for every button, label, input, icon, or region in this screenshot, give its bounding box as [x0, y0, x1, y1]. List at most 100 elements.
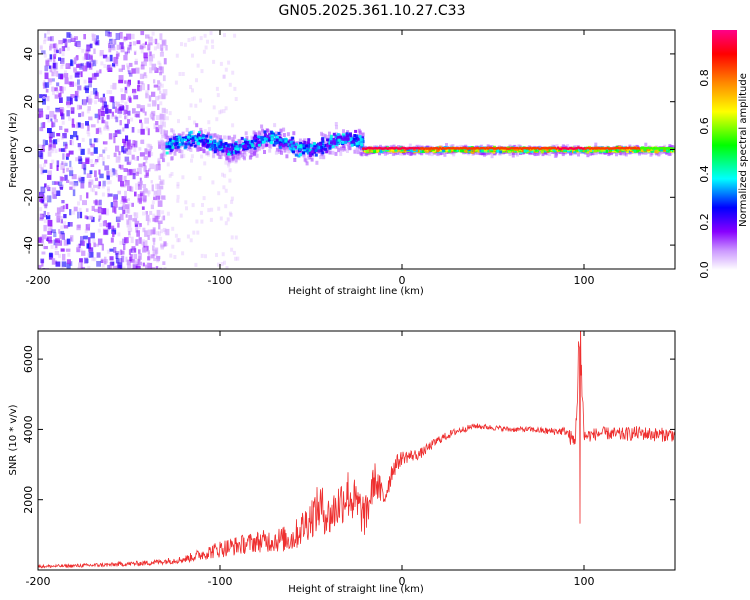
heatmap-cell — [71, 174, 77, 180]
heatmap-cell — [472, 147, 475, 150]
heatmap-cell — [599, 147, 602, 150]
heatmap-cell — [373, 150, 377, 154]
heatmap-cell — [107, 67, 113, 72]
heatmap-cell — [231, 139, 235, 144]
heatmap-cell — [592, 147, 594, 150]
heatmap-cell — [198, 147, 202, 152]
heatmap-cell — [270, 134, 274, 138]
heatmap-cell — [134, 191, 137, 197]
heatmap-cell — [108, 47, 112, 53]
heatmap-cell — [232, 145, 236, 149]
heatmap-cell — [157, 158, 161, 163]
heatmap-cell — [447, 148, 451, 152]
heatmap-cell — [56, 133, 61, 137]
colorbar-tick-label: 0.6 — [698, 117, 711, 135]
heatmap-cell — [66, 103, 70, 108]
heatmap-cell — [88, 116, 93, 121]
heatmap-cell — [49, 225, 53, 232]
heatmap-cell — [117, 262, 123, 269]
heatmap-cell — [175, 53, 179, 58]
heatmap-cell — [49, 144, 53, 150]
heatmap-cell — [200, 253, 204, 258]
heatmap-cell — [254, 139, 258, 142]
heatmap-cell — [107, 32, 112, 37]
heatmap-cell — [568, 147, 571, 150]
heatmap-cell — [293, 158, 297, 162]
heatmap-cell — [668, 151, 671, 156]
heatmap-cell — [207, 127, 211, 131]
heatmap-cell — [133, 168, 136, 176]
heatmap-cell — [76, 122, 79, 128]
heatmap-cell — [221, 252, 225, 257]
heatmap-cell — [155, 266, 159, 269]
heatmap-cell — [175, 138, 179, 141]
heatmap-cell — [219, 145, 223, 148]
heatmap-cell — [353, 139, 357, 143]
heatmap-cell — [417, 146, 420, 150]
heatmap-cell — [40, 186, 46, 194]
heatmap-cell — [220, 262, 224, 266]
heatmap-cell — [317, 142, 320, 146]
heatmap-cell — [109, 54, 113, 62]
heatmap-cell — [245, 136, 249, 141]
heatmap-cell — [519, 147, 522, 150]
heatmap-cell — [105, 208, 109, 216]
heatmap-cell — [60, 230, 65, 235]
heatmap-cell — [668, 148, 672, 152]
heatmap-cell — [71, 124, 76, 128]
heatmap-cell — [149, 210, 153, 215]
heatmap-cell — [365, 148, 369, 152]
heatmap-cell — [132, 41, 137, 46]
heatmap-cell — [126, 209, 131, 214]
heatmap-cell — [583, 147, 586, 150]
heatmap-cell — [263, 130, 267, 134]
heatmap-cell — [644, 142, 648, 147]
heatmap-cell — [58, 40, 63, 45]
heatmap-cell — [76, 135, 79, 141]
heatmap-cell — [144, 111, 147, 116]
heatmap-cell — [56, 216, 60, 223]
heatmap-cell — [654, 150, 658, 154]
heatmap-cell — [577, 148, 581, 152]
heatmap-cell — [603, 147, 606, 150]
heatmap-cell — [158, 175, 161, 180]
heatmap-cell — [69, 160, 72, 168]
heatmap-cell — [497, 146, 500, 150]
heatmap-cell — [72, 36, 76, 41]
heatmap-cell — [102, 93, 105, 98]
heatmap-cell — [63, 86, 66, 91]
heatmap-cell — [643, 147, 645, 150]
heatmap-cell — [211, 137, 214, 142]
heatmap-cell — [102, 141, 108, 145]
heatmap-cell — [168, 142, 172, 146]
heatmap-cell — [78, 175, 82, 180]
heatmap-cell — [275, 138, 279, 142]
heatmap-cell — [187, 116, 191, 121]
heatmap-cell — [176, 184, 180, 189]
heatmap-cell — [404, 147, 407, 150]
heatmap-cell — [270, 137, 274, 141]
heatmap-cell — [81, 250, 86, 256]
heatmap-cell — [175, 141, 179, 145]
heatmap-cell — [207, 131, 210, 136]
heatmap-cell — [50, 133, 54, 137]
heatmap-cell — [97, 206, 102, 214]
heatmap-cell — [207, 208, 211, 213]
heatmap-cell — [388, 147, 391, 150]
heatmap-cell — [125, 114, 129, 119]
heatmap-cell — [346, 137, 350, 141]
heatmap-cell — [87, 98, 92, 105]
heatmap-cell — [124, 123, 129, 129]
heatmap-cell — [336, 140, 340, 144]
heatmap-cell — [43, 246, 48, 250]
heatmap-cell — [50, 118, 53, 122]
heatmap-cell — [78, 158, 83, 164]
heatmap-cell — [83, 164, 87, 171]
heatmap-cell — [159, 44, 163, 51]
heatmap-cell — [659, 147, 661, 150]
heatmap-cell — [62, 205, 65, 210]
heatmap-cell — [510, 146, 513, 150]
heatmap-cell — [156, 258, 159, 263]
heatmap-cell — [53, 69, 56, 77]
heatmap-cell — [96, 35, 99, 40]
